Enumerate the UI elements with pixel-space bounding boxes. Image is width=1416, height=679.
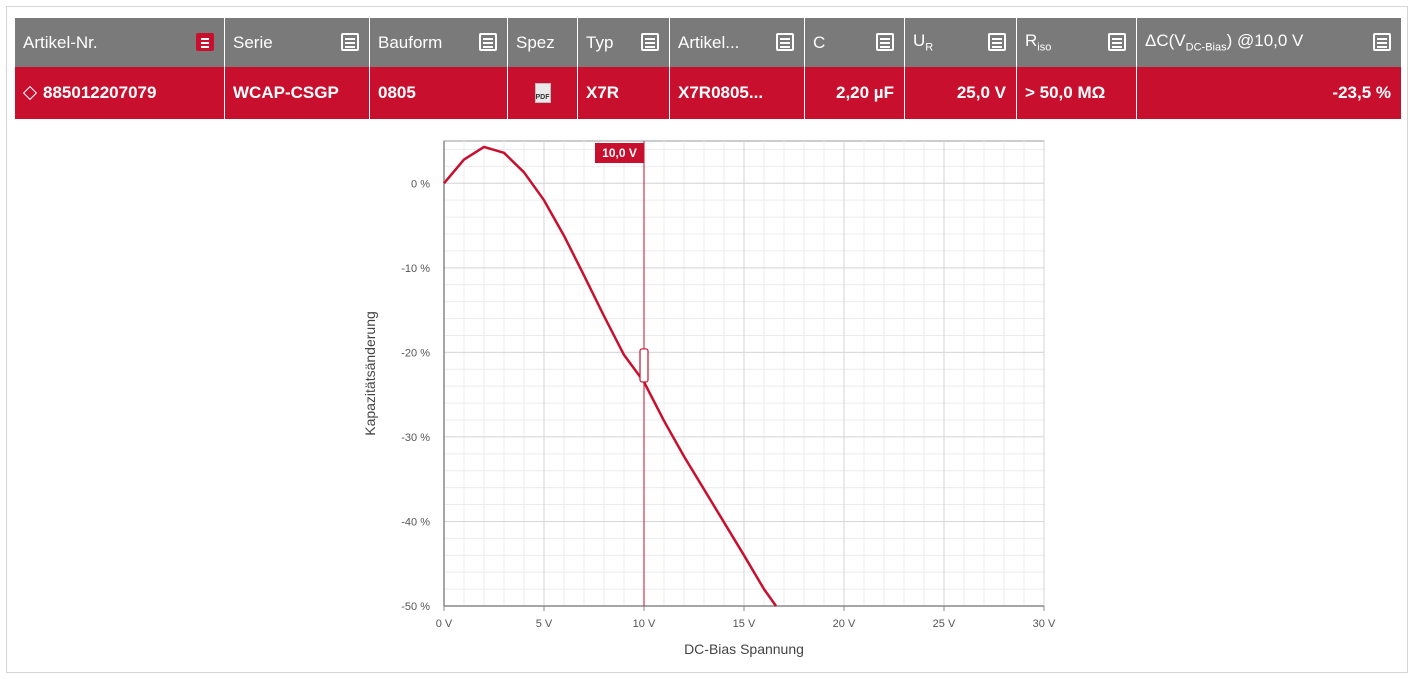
pdf-icon[interactable]: PDF	[534, 83, 551, 103]
column-label: Serie	[233, 32, 273, 52]
column-label: Riso	[1025, 31, 1051, 53]
cell-typ: X7R	[578, 67, 670, 119]
cell-value: X7R0805...	[678, 83, 764, 102]
x-tick-label: 10 V	[633, 618, 656, 630]
column-header-delta-c[interactable]: ΔC(VDC-Bias) @10,0 V	[1137, 18, 1401, 67]
column-label-sub: R	[925, 41, 934, 54]
table-header-row: Artikel-Nr. Serie Bauform Spez Typ Artik…	[15, 18, 1401, 67]
y-tick-label: -20 %	[401, 347, 430, 359]
cell-serie: WCAP-CSGP	[225, 67, 370, 119]
y-tick-label: -10 %	[401, 263, 430, 275]
column-menu-icon[interactable]	[1108, 33, 1126, 51]
dc-bias-chart: 0 V 5 V 10 V 15 V 20 V 25 V 30 V 0 % -10 % -20 % -…	[362, 140, 1056, 657]
column-header-serie[interactable]: Serie	[225, 18, 370, 67]
cell-value: 0805	[378, 83, 416, 102]
cell-artikel-nr[interactable]: 885012207079	[15, 67, 225, 119]
column-label: Spez	[516, 32, 555, 52]
column-label-main: U	[913, 31, 926, 51]
column-label-main: R	[1025, 31, 1038, 51]
column-header-typ[interactable]: Typ	[578, 18, 670, 67]
column-header-ur[interactable]: UR	[905, 18, 1017, 67]
column-menu-icon[interactable]	[988, 33, 1006, 51]
column-label: Artikel-Nr.	[23, 32, 98, 52]
column-label-main: ΔC(V	[1145, 31, 1186, 51]
column-label: Typ	[586, 32, 614, 52]
cell-ur: 25,0 V	[905, 67, 1017, 119]
column-menu-icon[interactable]	[479, 33, 497, 51]
column-label: C	[813, 32, 826, 52]
y-tick-label: -40 %	[401, 516, 430, 528]
cell-c: 2,20 µF	[805, 67, 905, 119]
cell-bauform: 0805	[370, 67, 508, 119]
cell-value: X7R	[586, 83, 620, 102]
x-axis-label: DC-Bias Spannung	[684, 641, 804, 657]
cell-value: 2,20 µF	[836, 83, 894, 102]
column-label: Artikel...	[678, 32, 740, 52]
column-menu-icon[interactable]	[341, 33, 359, 51]
pdf-icon-text: PDF	[535, 94, 550, 101]
cell-value: -23,5 %	[1332, 83, 1391, 102]
column-label: Bauform	[378, 32, 443, 52]
x-tick-label: 5 V	[536, 618, 553, 630]
column-header-c[interactable]: C	[805, 18, 905, 67]
x-tick-label: 0 V	[436, 618, 453, 630]
x-tick-label: 15 V	[733, 618, 756, 630]
marker-label: 10,0 V	[602, 146, 637, 160]
table-row[interactable]: 885012207079 WCAP-CSGP 0805 PDF X7R X7R0…	[15, 67, 1401, 119]
y-tick-label: -30 %	[401, 432, 430, 444]
column-header-artikel-nr[interactable]: Artikel-Nr.	[15, 18, 225, 67]
column-header-riso[interactable]: Riso	[1017, 18, 1137, 67]
y-tick-label: 0 %	[411, 178, 430, 190]
column-menu-icon[interactable]	[776, 33, 794, 51]
column-menu-icon[interactable]	[876, 33, 894, 51]
marker-drag-handle[interactable]	[639, 348, 649, 383]
cell-value: WCAP-CSGP	[233, 83, 339, 102]
expand-icon[interactable]	[22, 85, 38, 101]
column-menu-icon[interactable]	[1373, 33, 1391, 51]
x-tick-label: 30 V	[1033, 618, 1056, 630]
x-tick-label: 20 V	[833, 618, 856, 630]
cell-delta-c: -23,5 %	[1137, 67, 1401, 119]
x-tick-label: 25 V	[933, 618, 956, 630]
cell-spez[interactable]: PDF	[508, 67, 578, 119]
parts-table: Artikel-Nr. Serie Bauform Spez Typ Artik…	[15, 18, 1401, 119]
series-line	[443, 145, 778, 607]
cell-value: > 50,0 MΩ	[1025, 83, 1106, 102]
column-menu-icon[interactable]	[641, 33, 659, 51]
y-tick-label: -50 %	[401, 601, 430, 613]
column-menu-icon[interactable]	[196, 33, 214, 51]
marker-label-box	[595, 143, 644, 163]
column-label: UR	[913, 31, 933, 53]
column-header-spez[interactable]: Spez	[508, 18, 578, 67]
column-label: ΔC(VDC-Bias) @10,0 V	[1145, 31, 1303, 53]
cell-value: 25,0 V	[956, 83, 1006, 102]
y-axis-label: Kapazitätsänderung	[362, 311, 378, 436]
cell-riso: > 50,0 MΩ	[1017, 67, 1137, 119]
column-label-sub: iso	[1037, 41, 1052, 54]
column-header-bauform[interactable]: Bauform	[370, 18, 508, 67]
cell-artikel: X7R0805...	[670, 67, 805, 119]
column-header-artikel[interactable]: Artikel...	[670, 18, 805, 67]
cell-value: 885012207079	[43, 83, 157, 102]
column-label-suffix: ) @10,0 V	[1226, 31, 1304, 51]
column-label-sub: DC-Bias	[1185, 41, 1227, 54]
